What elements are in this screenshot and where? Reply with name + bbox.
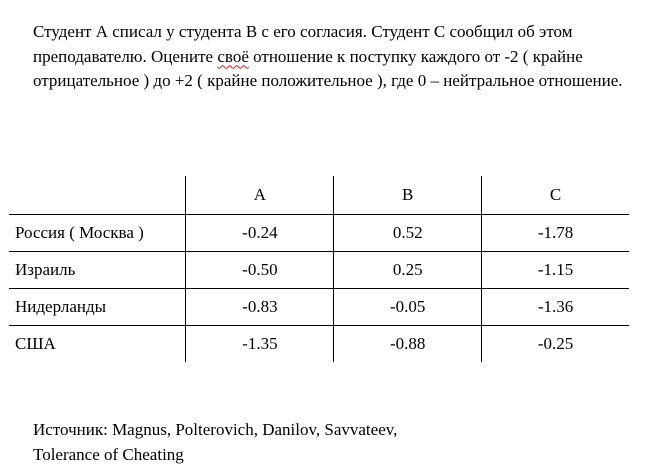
- source-line-1: Источник: Magnus, Polterovich, Danilov, …: [33, 418, 397, 443]
- value-cell-b: -0.88: [334, 326, 482, 363]
- country-cell: Израиль: [9, 252, 186, 289]
- question-text: Студент А списал у студента В с его согл…: [33, 20, 645, 94]
- value-cell-b: 0.25: [334, 252, 482, 289]
- results-table: A B C Россия ( Москва ) -0.24 0.52 -1.78…: [9, 176, 629, 362]
- country-cell: США: [9, 326, 186, 363]
- value-cell-a: -0.24: [186, 215, 334, 252]
- value-cell-c: -1.78: [482, 215, 629, 252]
- value-cell-a: -0.50: [186, 252, 334, 289]
- table-row: Россия ( Москва ) -0.24 0.52 -1.78: [9, 215, 629, 252]
- spellcheck-flagged-word: своё: [217, 47, 249, 66]
- country-cell: Нидерланды: [9, 289, 186, 326]
- header-a: A: [186, 176, 334, 215]
- table-header-row: A B C: [9, 176, 629, 215]
- table-row: Нидерланды -0.83 -0.05 -1.36: [9, 289, 629, 326]
- value-cell-c: -1.15: [482, 252, 629, 289]
- header-c: C: [482, 176, 629, 215]
- value-cell-c: -0.25: [482, 326, 629, 363]
- country-cell: Россия ( Москва ): [9, 215, 186, 252]
- value-cell-b: -0.05: [334, 289, 482, 326]
- value-cell-b: 0.52: [334, 215, 482, 252]
- value-cell-c: -1.36: [482, 289, 629, 326]
- value-cell-a: -0.83: [186, 289, 334, 326]
- source-line-2: Tolerance of Cheating: [33, 443, 397, 467]
- table-row: Израиль -0.50 0.25 -1.15: [9, 252, 629, 289]
- header-country: [9, 176, 186, 215]
- source-citation: Источник: Magnus, Polterovich, Danilov, …: [33, 418, 397, 467]
- header-b: B: [334, 176, 482, 215]
- value-cell-a: -1.35: [186, 326, 334, 363]
- table-row: США -1.35 -0.88 -0.25: [9, 326, 629, 363]
